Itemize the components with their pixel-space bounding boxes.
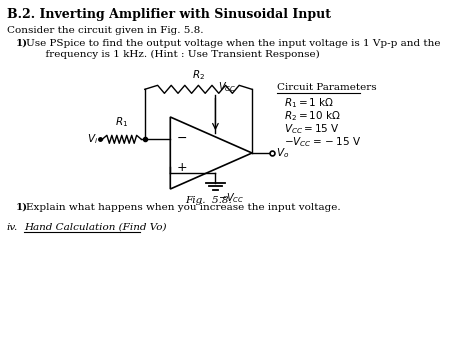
Text: $R_1 = 1\ \mathrm{k}\Omega$: $R_1 = 1\ \mathrm{k}\Omega$: [283, 96, 334, 110]
Text: B.2. Inverting Amplifier with Sinusoidal Input: B.2. Inverting Amplifier with Sinusoidal…: [7, 8, 331, 21]
Text: 1): 1): [15, 39, 27, 48]
Text: $V_o$: $V_o$: [276, 146, 289, 160]
Text: $-V_{CC}$: $-V_{CC}$: [218, 191, 244, 205]
Text: $R_2$: $R_2$: [192, 68, 205, 82]
Text: Hand Calculation (Find Vo): Hand Calculation (Find Vo): [24, 223, 166, 232]
Text: Explain what happens when you increase the input voltage.: Explain what happens when you increase t…: [26, 203, 340, 212]
Text: 1): 1): [15, 203, 27, 212]
Text: $V_{CC} = 15\ \mathrm{V}$: $V_{CC} = 15\ \mathrm{V}$: [283, 122, 339, 136]
Text: Consider the circuit given in Fig. 5.8.: Consider the circuit given in Fig. 5.8.: [7, 26, 203, 35]
Text: Fig.  5.8.: Fig. 5.8.: [185, 196, 232, 205]
Text: $- V_{CC} = -15\ \mathrm{V}$: $- V_{CC} = -15\ \mathrm{V}$: [283, 135, 361, 149]
Text: −: −: [176, 132, 187, 145]
Text: $R_1$: $R_1$: [115, 115, 128, 129]
Text: $V_i$: $V_i$: [87, 132, 98, 146]
Text: +: +: [176, 161, 187, 174]
Text: Circuit Parameters: Circuit Parameters: [277, 83, 376, 92]
Text: $V_{CC}$: $V_{CC}$: [218, 80, 236, 94]
Text: $R_2 = 10\ \mathrm{k}\Omega$: $R_2 = 10\ \mathrm{k}\Omega$: [283, 109, 340, 123]
Text: iv.: iv.: [7, 223, 18, 232]
Text: Use PSpice to find the output voltage when the input voltage is 1 Vp-p and the
 : Use PSpice to find the output voltage wh…: [26, 39, 440, 59]
